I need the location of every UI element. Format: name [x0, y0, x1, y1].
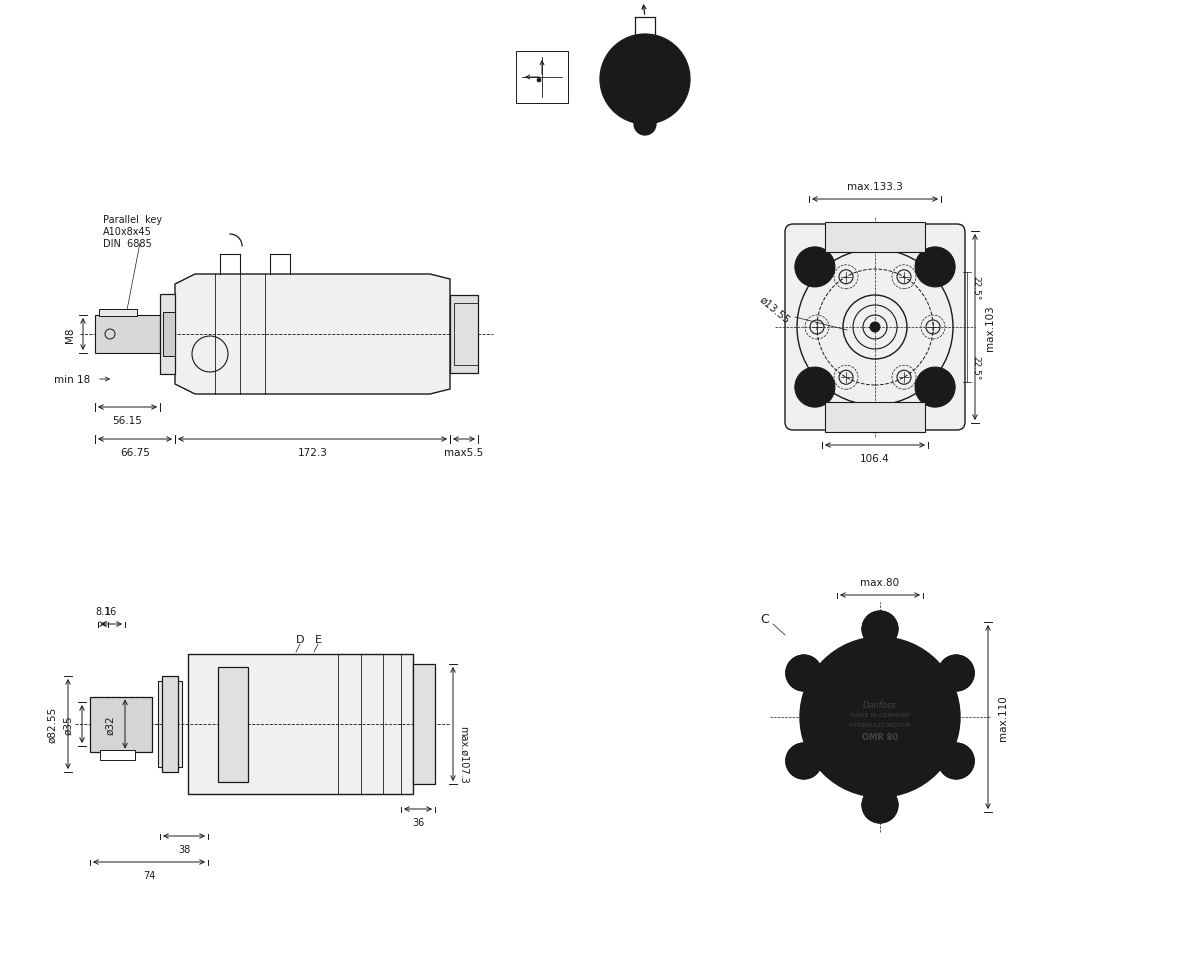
Text: 38: 38: [178, 844, 190, 854]
Text: 106.4: 106.4: [860, 453, 890, 463]
Text: max5.5: max5.5: [444, 447, 484, 457]
Circle shape: [631, 65, 659, 94]
Circle shape: [875, 712, 886, 722]
Text: A10x8x45: A10x8x45: [103, 227, 152, 236]
Circle shape: [794, 247, 835, 287]
Text: max.133.3: max.133.3: [847, 182, 902, 191]
FancyBboxPatch shape: [785, 225, 965, 431]
Text: ø13.55: ø13.55: [758, 294, 792, 325]
Circle shape: [226, 729, 240, 743]
Bar: [162, 676, 178, 772]
Text: DIN  6885: DIN 6885: [103, 238, 151, 249]
Circle shape: [538, 79, 541, 83]
Circle shape: [786, 743, 822, 780]
Text: max.110: max.110: [998, 695, 1008, 741]
Text: max.ø107.3: max.ø107.3: [458, 725, 468, 784]
Circle shape: [916, 367, 955, 407]
Circle shape: [870, 322, 880, 332]
Circle shape: [800, 637, 960, 797]
Circle shape: [600, 35, 690, 125]
Text: 22.5°: 22.5°: [971, 276, 980, 300]
Circle shape: [634, 114, 656, 136]
Text: M8: M8: [65, 327, 74, 342]
Text: C: C: [761, 613, 769, 626]
Text: 36: 36: [412, 817, 424, 828]
Text: 56.15: 56.15: [113, 415, 143, 426]
Bar: [218, 667, 248, 782]
Text: OMR 80: OMR 80: [862, 733, 898, 742]
Text: min 18: min 18: [54, 374, 90, 385]
Text: HYDRAULIC MOTOR: HYDRAULIC MOTOR: [850, 723, 911, 728]
Text: Parallel  key: Parallel key: [103, 215, 162, 225]
Circle shape: [794, 367, 835, 407]
Bar: [826, 223, 925, 253]
Circle shape: [226, 682, 240, 697]
Circle shape: [786, 656, 822, 692]
Bar: [98, 310, 137, 317]
Text: 22.5°: 22.5°: [971, 356, 980, 380]
Bar: [188, 655, 413, 794]
Bar: [826, 403, 925, 433]
Bar: [100, 749, 134, 760]
Bar: [450, 296, 478, 373]
Circle shape: [226, 752, 240, 766]
Circle shape: [640, 119, 650, 131]
Circle shape: [938, 743, 974, 780]
Text: Danfoss: Danfoss: [863, 701, 896, 709]
Text: 172.3: 172.3: [298, 447, 328, 457]
Bar: [163, 313, 175, 357]
Text: max.103: max.103: [985, 305, 995, 351]
Circle shape: [916, 247, 955, 287]
Text: 66.75: 66.75: [120, 447, 150, 457]
Text: 8.1: 8.1: [95, 607, 110, 616]
Circle shape: [226, 705, 240, 719]
Circle shape: [862, 787, 898, 824]
Circle shape: [862, 612, 898, 648]
Text: MADE IN GERMANY: MADE IN GERMANY: [850, 713, 910, 718]
Bar: [90, 697, 152, 751]
Text: ø35: ø35: [64, 714, 73, 734]
Bar: [516, 52, 568, 104]
Circle shape: [938, 656, 974, 692]
Text: max.80: max.80: [860, 577, 900, 587]
Polygon shape: [175, 275, 450, 395]
Text: E: E: [314, 634, 322, 645]
Text: 74: 74: [143, 871, 155, 880]
Bar: [454, 304, 478, 365]
Text: ø32: ø32: [106, 714, 115, 734]
Bar: [158, 681, 182, 767]
Text: D: D: [295, 634, 305, 645]
Bar: [95, 316, 160, 354]
Text: 16: 16: [106, 607, 118, 616]
Bar: [160, 295, 175, 374]
Bar: [413, 664, 436, 785]
Text: ø82.55: ø82.55: [47, 706, 58, 743]
